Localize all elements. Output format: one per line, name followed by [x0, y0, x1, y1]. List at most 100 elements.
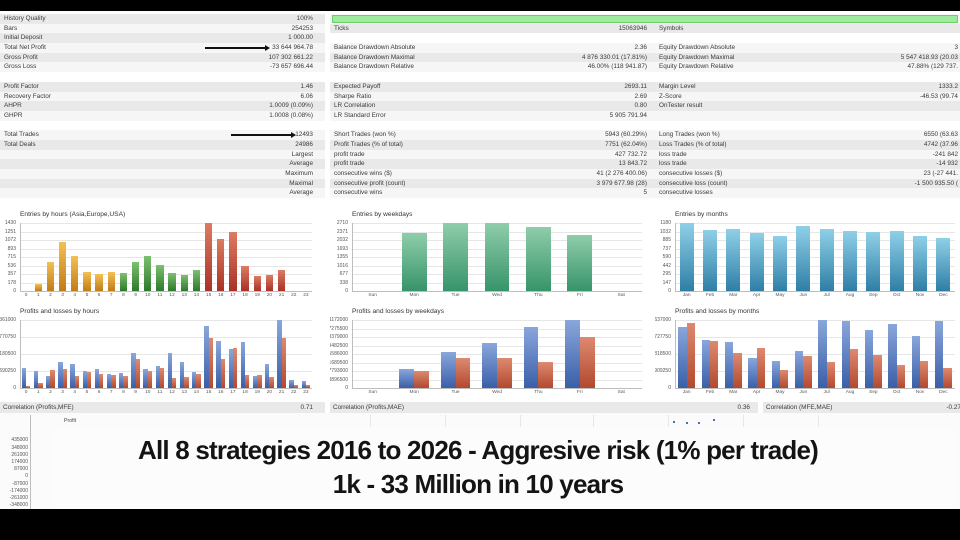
stat-value: 254253 — [291, 24, 313, 32]
profit-bar — [564, 320, 580, 388]
stat-row: Equity Drawdown Relative 47.88% (129 737. — [655, 62, 960, 73]
stat-row: AHPR 1.0009 (0.09%) — [0, 101, 325, 111]
loss-bar — [305, 385, 311, 388]
y-axis-line — [20, 223, 21, 291]
loss-bar — [232, 348, 238, 388]
entries-bar — [107, 271, 115, 291]
entries-bar — [913, 235, 927, 291]
x-axis-label: Sat — [617, 390, 625, 395]
annotation-arrow — [231, 132, 296, 138]
correlation-profits-mae-header: Correlation (Profits,MAE) 0.36 — [330, 402, 758, 413]
stat-value: 13 843.72 — [618, 160, 647, 168]
stat-row — [655, 120, 960, 131]
x-axis-label: Oct — [892, 293, 901, 298]
stat-value: 5943 (60.29%) — [605, 131, 647, 139]
profit-bar — [523, 327, 539, 388]
x-axis-label: May — [775, 293, 785, 298]
x-axis-label: Feb — [705, 293, 715, 298]
gridline — [20, 371, 312, 372]
chart-title: Profits and losses by weekdays — [352, 308, 444, 315]
y-axis-label: 435000 — [11, 437, 28, 444]
stat-row: Short Trades (won %) 5943 (60.29%) — [330, 130, 655, 140]
y-axis-label: 7793000 — [330, 368, 348, 375]
stat-label: Balance Drawdown Maximal — [334, 53, 415, 61]
chart-title: Entries by hours (Asia,Europe,USA) — [20, 211, 126, 218]
chart-profits-losses-by-hours: Profits and losses by hours2361000177075… — [0, 307, 325, 401]
profit-series-legend: Profit — [64, 418, 77, 424]
gridline — [352, 337, 642, 338]
entries-bar — [131, 261, 140, 291]
entries-bar — [144, 255, 152, 291]
entries-bar — [679, 223, 694, 291]
x-axis-label: Jan — [682, 293, 691, 298]
stat-row: profit trade 13 843.72 — [330, 159, 655, 169]
x-axis-label: Dec — [939, 293, 948, 298]
x-axis-label: Mon — [409, 293, 419, 298]
loss-bar — [455, 357, 471, 388]
x-axis-label: 13 — [181, 390, 187, 395]
stat-label: Recovery Factor — [4, 92, 51, 100]
caption-line-1: All 8 strategies 2016 to 2026 - Aggresiv… — [137, 435, 819, 465]
chart-entries-by-months: Entries by months 1180 1032 885 737 590 442 295… — [655, 210, 960, 304]
stat-label: LR Standard Error — [334, 111, 386, 119]
y-axis-label: 1430 — [4, 220, 16, 227]
x-axis-label: Mon — [409, 390, 419, 395]
x-axis-label: 8 — [122, 390, 125, 395]
gridline — [675, 274, 955, 275]
x-axis-label: 20 — [266, 390, 273, 395]
stat-value: 0.80 — [634, 102, 647, 110]
stat-row: Average — [0, 188, 325, 199]
y-axis-label: 178 — [7, 279, 16, 286]
loss-bar — [135, 359, 140, 388]
correlation-value: -0.27 — [946, 404, 960, 411]
loss-bar — [26, 385, 31, 388]
y-axis-label: -174000 — [9, 487, 28, 494]
stat-row: Loss Trades (% of total) 4742 (37.96 — [655, 139, 960, 150]
entries-bar — [796, 226, 811, 291]
y-axis-label: 1251 — [4, 228, 16, 235]
loss-bar — [281, 338, 286, 388]
profit-bar — [240, 342, 246, 388]
stat-value: Average — [289, 160, 313, 168]
x-axis-line — [20, 388, 312, 389]
gridline — [20, 223, 312, 224]
y-axis-label: 0 — [668, 385, 671, 392]
x-axis-label: 19 — [254, 390, 260, 395]
profit-bar — [724, 341, 734, 388]
loss-bar — [293, 385, 299, 388]
entries-bar — [749, 233, 764, 291]
stat-value: 5 — [643, 189, 647, 197]
y-axis-label: 1072 — [4, 237, 16, 244]
profit-bar — [399, 368, 415, 388]
stat-value: 1 000.00 — [288, 34, 313, 42]
entries-bar — [217, 239, 225, 291]
gridline — [675, 240, 955, 241]
y-axis-label: 23379000 — [330, 334, 348, 341]
loss-bar — [196, 373, 201, 388]
stat-value: 5 547 418.93 (20.03 — [900, 53, 958, 61]
y-axis-label: 87000 — [14, 466, 28, 473]
profit-bar — [94, 368, 100, 388]
entries-bar — [567, 235, 593, 291]
x-axis-label: 4 — [73, 390, 77, 395]
stat-label: Total Trades — [4, 131, 39, 139]
x-axis-label: Sun — [368, 293, 377, 298]
x-axis-label: Fri — [577, 390, 583, 395]
y-axis-label: 1032 — [659, 228, 671, 235]
x-axis-line — [352, 388, 642, 389]
gridline — [675, 337, 955, 338]
y-axis-label: 15586000 — [330, 351, 348, 358]
profit-bar — [155, 366, 160, 388]
x-axis-label: 5 — [85, 293, 89, 298]
gridline — [20, 282, 312, 284]
profit-bar — [58, 362, 63, 388]
entries-bar — [819, 228, 834, 291]
x-axis-label: 2 — [49, 293, 52, 298]
entries-bar — [773, 236, 787, 291]
gridline — [20, 231, 312, 233]
stat-value: 1333.2 — [938, 82, 958, 90]
x-axis-label: Sep — [869, 293, 878, 298]
loss-bar — [497, 357, 512, 388]
stat-value: 1.46 — [300, 82, 313, 90]
